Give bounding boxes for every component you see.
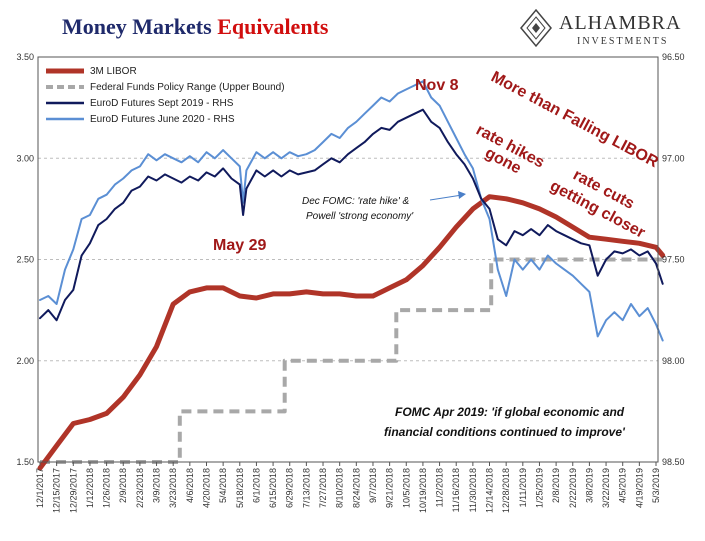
diamond-emblem-icon xyxy=(520,8,552,48)
x-tick-label: 4/20/2018 xyxy=(201,468,211,508)
legend-item-fedfunds: Federal Funds Policy Range (Upper Bound) xyxy=(46,82,285,93)
x-tick-label: 7/27/2018 xyxy=(318,468,328,508)
y-left-tick-label: 2.00 xyxy=(16,356,34,366)
x-tick-label: 12/28/2018 xyxy=(501,468,511,513)
legend: 3M LIBOR Federal Funds Policy Range (Upp… xyxy=(46,66,285,125)
y-right-tick-label: 96.50 xyxy=(662,52,685,62)
x-tick-label: 5/3/2019 xyxy=(651,468,661,503)
y-left-tick-label: 2.50 xyxy=(16,255,34,265)
x-tick-label: 1/25/2019 xyxy=(534,468,544,508)
legend-label-libor: 3M LIBOR xyxy=(90,66,137,77)
annotation-nov8: Nov 8 xyxy=(415,77,459,94)
x-tick-label: 2/9/2018 xyxy=(118,468,128,503)
x-tick-label: 6/15/2018 xyxy=(268,468,278,508)
x-tick-label: 2/22/2019 xyxy=(568,468,578,508)
annotation-dec-fomc-1: Dec FOMC: 'rate hike' & xyxy=(302,196,410,207)
y-right-tick-label: 97.00 xyxy=(662,153,685,163)
y-right-tick-label: 98.00 xyxy=(662,356,685,366)
x-tick-label: 4/5/2019 xyxy=(618,468,628,503)
annotation-may29: May 29 xyxy=(213,237,266,254)
legend-label-fedfunds: Federal Funds Policy Range (Upper Bound) xyxy=(90,82,285,93)
x-tick-label: 1/12/2018 xyxy=(85,468,95,508)
x-tick-label: 11/16/2018 xyxy=(451,468,461,512)
y-left-tick-label: 3.50 xyxy=(16,52,34,62)
series-line-1 xyxy=(40,257,663,464)
annotation-dec-fomc-2: Powell 'strong economy' xyxy=(306,211,414,222)
x-tick-label: 5/18/2018 xyxy=(235,468,245,508)
y-left-tick-label: 1.50 xyxy=(16,457,34,467)
logo-sub: INVESTMENTS xyxy=(577,36,669,47)
title-part-2: Equivalents xyxy=(217,14,329,39)
x-tick-label: 12/15/2017 xyxy=(52,468,62,513)
chart-title: Money Markets Equivalents xyxy=(62,14,328,40)
x-tick-label: 10/19/2018 xyxy=(418,468,428,513)
x-tick-label: 6/29/2018 xyxy=(285,468,295,508)
x-tick-label: 3/8/2019 xyxy=(584,468,594,503)
x-tick-label: 4/19/2019 xyxy=(634,468,644,508)
y-right-ticks: 96.50 97.00 97.50 98.00 98.50 xyxy=(662,52,685,467)
annotation-fomc-apr-2: financial conditions continued to improv… xyxy=(384,425,626,439)
legend-label-june2020: EuroD Futures June 2020 - RHS xyxy=(90,114,235,125)
x-tick-label: 3/22/2019 xyxy=(601,468,611,508)
x-tick-label: 12/29/2017 xyxy=(68,468,78,513)
x-tick-label: 1/11/2019 xyxy=(518,468,528,507)
series-line-2 xyxy=(39,108,664,322)
x-tick-label: 9/7/2018 xyxy=(368,468,378,503)
legend-item-libor: 3M LIBOR xyxy=(46,66,137,77)
series-line-3 xyxy=(39,80,664,342)
x-tick-label: 3/9/2018 xyxy=(152,468,162,503)
x-tick-label: 4/6/2018 xyxy=(185,468,195,503)
x-tick-label: 6/1/2018 xyxy=(251,468,261,503)
y-left-tick-label: 3.00 xyxy=(16,153,34,163)
y-right-tick-label: 98.50 xyxy=(662,457,685,467)
legend-label-sept2019: EuroD Futures Sept 2019 - RHS xyxy=(90,98,234,109)
alhambra-logo: ALHAMBRA INVESTMENTS xyxy=(519,8,699,54)
x-tick-label: 10/5/2018 xyxy=(401,468,411,508)
x-ticks: 12/1/2017 12/15/2017 12/29/2017 1/12/2018 1/… xyxy=(35,462,661,513)
x-tick-label: 8/10/2018 xyxy=(335,468,345,508)
series-layer xyxy=(37,80,666,471)
annotations: Nov 8 May 29 More than Falling LIBOR rat… xyxy=(213,69,661,439)
annotation-fomc-apr-1: FOMC Apr 2019: 'if global economic and xyxy=(395,405,625,419)
x-tick-label: 1/26/2018 xyxy=(102,468,112,508)
grid-lines xyxy=(38,157,658,362)
x-tick-label: 8/24/2018 xyxy=(351,468,361,508)
y-right-tick-label: 97.50 xyxy=(662,255,685,265)
series-line-0 xyxy=(37,194,666,471)
logo-brand: ALHAMBRA xyxy=(559,12,682,34)
x-tick-label: 5/4/2018 xyxy=(218,468,228,503)
x-tick-label: 12/14/2018 xyxy=(485,468,495,513)
y-left-ticks: 1.50 2.00 2.50 3.00 3.50 xyxy=(16,52,34,467)
x-tick-label: 2/8/2019 xyxy=(551,468,561,503)
plot-frame xyxy=(37,56,659,463)
x-tick-label: 11/30/2018 xyxy=(468,468,478,512)
x-tick-label: 3/23/2018 xyxy=(168,468,178,508)
x-tick-label: 12/1/2017 xyxy=(35,468,45,508)
annotation-arrow-head xyxy=(458,191,466,199)
legend-item-sept2019: EuroD Futures Sept 2019 - RHS xyxy=(46,98,234,109)
annotation-arrow-line xyxy=(429,194,463,201)
x-tick-label: 11/2/2018 xyxy=(435,468,445,507)
x-tick-label: 2/23/2018 xyxy=(135,468,145,508)
x-tick-label: 9/21/2018 xyxy=(385,468,395,508)
x-tick-label: 7/13/2018 xyxy=(301,468,311,508)
legend-item-june2020: EuroD Futures June 2020 - RHS xyxy=(46,114,235,125)
title-part-1: Money Markets xyxy=(62,14,212,39)
